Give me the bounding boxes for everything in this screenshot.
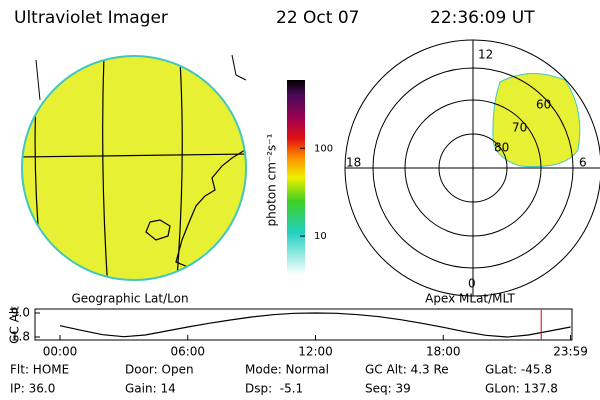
colorbar-tick-label: 100	[314, 143, 333, 154]
status-field: IP: 36.0	[10, 382, 55, 396]
mlt-label: 18	[346, 156, 361, 170]
x-tick-label: 12:00	[298, 345, 333, 359]
lat-label: 80	[494, 141, 509, 155]
altitude-curve	[59, 312, 571, 338]
title: Ultraviolet Imager	[14, 8, 168, 28]
time: 22:36:09 UT	[430, 8, 535, 28]
status-field: Seq: 39	[365, 382, 411, 396]
colorbar	[287, 80, 305, 275]
status-field: GLat: -45.8	[485, 363, 552, 377]
status-field: GC Alt: 4.3 Re	[365, 363, 449, 377]
x-tick-label: 06:00	[170, 345, 205, 359]
status-field: Flt: HOME	[10, 363, 69, 377]
status-field: Gain: 14	[125, 382, 176, 396]
status-field: Mode: Normal	[245, 363, 329, 377]
mlt-label: 12	[478, 48, 493, 62]
mlt-label: 6	[579, 156, 587, 170]
lat-label: 60	[536, 98, 551, 112]
colorbar-tick-label: 10	[314, 231, 327, 242]
status-field: Dsp: -5.1	[245, 382, 303, 396]
altitude-ylabel: GC Alt	[8, 306, 22, 344]
left-map-label: Geographic Lat/Lon	[71, 292, 188, 306]
right-map-label: Apex MLat/MLT	[425, 292, 515, 306]
x-tick-label: 00:00	[43, 345, 78, 359]
colorbar-label: photon cm⁻²s⁻¹	[265, 133, 279, 226]
x-tick-label: 18:00	[426, 345, 461, 359]
lat-label: 70	[512, 121, 527, 135]
date: 22 Oct 07	[276, 8, 359, 28]
status-field: GLon: 137.8	[485, 382, 558, 396]
status-field: Door: Open	[125, 363, 194, 377]
y-tick-label: 1.8	[11, 330, 30, 344]
coastline	[35, 54, 247, 101]
altitude-frame	[34, 308, 573, 341]
polar-grid	[344, 39, 600, 297]
image-disc	[21, 55, 247, 281]
mlt-label: 0	[468, 277, 476, 291]
x-tick-label: 23:59	[553, 345, 588, 359]
auroral-oval	[492, 72, 581, 168]
y-tick-label: 9.0	[11, 306, 30, 320]
